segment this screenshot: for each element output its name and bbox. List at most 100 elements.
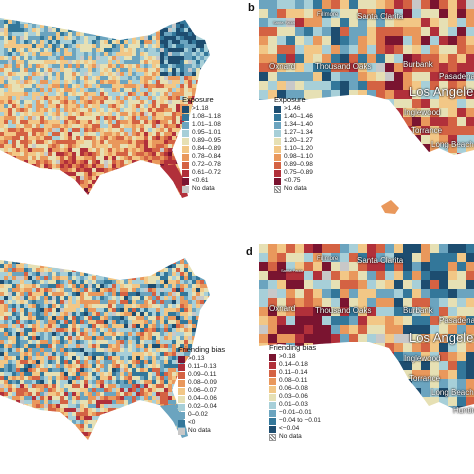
legend-swatch — [269, 417, 276, 425]
legend-label: 1.08–1.18 — [192, 113, 221, 120]
legend-item: <0.75 — [274, 177, 313, 185]
legend-item: 0.98–1.10 — [274, 153, 313, 161]
legend-item: >1.18 — [182, 105, 221, 113]
city-label-inglewood: Inglewood — [404, 354, 441, 363]
legend-label: <0.61 — [192, 177, 209, 184]
legend-item: >1.46 — [274, 105, 313, 113]
legend-label: No data — [188, 427, 211, 434]
legend-swatch — [274, 113, 281, 121]
legend-swatch — [274, 137, 281, 145]
legend-label: −0.01–0.01 — [279, 409, 312, 416]
legend-label: 0.01–0.03 — [279, 401, 308, 408]
legend-label: 0.95–1.01 — [192, 129, 221, 136]
legend-item: 0.06–0.08 — [269, 385, 321, 393]
city-label-long-beach: Long Beach — [431, 140, 474, 149]
legend-label: <−0.04 — [279, 425, 300, 432]
legend-label: 0.04–0.06 — [188, 395, 217, 402]
legend-item: <−0.04 — [269, 425, 321, 433]
legend-swatch — [182, 105, 189, 113]
legend-item: 0.89–0.98 — [274, 161, 313, 169]
legend-swatch — [182, 161, 189, 169]
city-label-huntington: Huntin — [453, 406, 474, 415]
legend-item: <0 — [178, 419, 225, 427]
city-label-thousand-oaks: Thousand Oaks — [315, 62, 372, 71]
legend-label: 1.01–1.08 — [192, 121, 221, 128]
legend-swatch — [182, 153, 189, 161]
us-exposure-map — [0, 0, 240, 215]
legend-item: −0.01–0.01 — [269, 409, 321, 417]
legend-swatch — [178, 403, 185, 411]
city-label-thousand-oaks: Thousand Oaks — [315, 306, 372, 315]
legend-label: 0.89–0.98 — [284, 161, 313, 168]
city-label-pasadena: Pasadena — [439, 316, 474, 325]
legend-swatch — [274, 153, 281, 161]
legend-swatch — [274, 161, 281, 169]
legend-swatch — [182, 113, 189, 121]
exposure-legend-us: Exposure >1.18 1.08–1.18 1.01–1.08 0.95–1.0… — [182, 96, 221, 193]
legend-title: Friending bias — [178, 345, 226, 354]
legend-item: 1.01–1.08 — [182, 121, 221, 129]
city-label-torrance: Torrance — [411, 126, 443, 135]
legend-item: 0.89–0.95 — [182, 137, 221, 145]
legend-swatch — [269, 369, 276, 377]
legend-swatch — [178, 363, 185, 371]
legend-title: Exposure — [182, 95, 214, 104]
legend-label: −0.04 to −0.01 — [279, 417, 321, 424]
city-label-burbank: Burbank — [403, 60, 433, 69]
legend-label: 1.20–1.27 — [284, 137, 313, 144]
legend-item: No data — [274, 185, 313, 193]
legend-label: 0.08–0.11 — [279, 377, 308, 384]
la-exposure-map: Santa Paula Fillmore Santa Clarita Oxnar… — [259, 0, 474, 215]
legend-item: 0.75–0.89 — [274, 169, 313, 177]
legend-label: No data — [192, 185, 215, 192]
city-label-oxnard: Oxnard — [269, 304, 296, 313]
la-friending-bias-map: Santa Paula Fillmore Santa Clarita Oxnar… — [259, 244, 474, 474]
legend-swatch — [269, 409, 276, 417]
city-label-oxnard: Oxnard — [269, 62, 296, 71]
legend-swatch — [269, 433, 276, 441]
legend-swatch — [269, 377, 276, 385]
legend-swatch — [269, 401, 276, 409]
legend-swatch — [274, 169, 281, 177]
legend-item: 1.20–1.27 — [274, 137, 313, 145]
legend-item: 0.02–0.04 — [178, 403, 225, 411]
legend-item: 0.95–1.01 — [182, 129, 221, 137]
panel-letter-b: b — [248, 2, 255, 14]
legend-item: 1.40–1.46 — [274, 113, 313, 121]
legend-label: >1.18 — [192, 105, 209, 112]
legend-item: >0.18 — [269, 353, 321, 361]
panel-letter-d: d — [246, 246, 253, 258]
legend-swatch — [274, 129, 281, 137]
legend-label: 0.08–0.09 — [188, 379, 217, 386]
legend-swatch — [269, 361, 276, 369]
legend-item: 0.11–0.13 — [178, 363, 225, 371]
city-label-santa-clarita: Santa Clarita — [357, 256, 404, 265]
legend-item: 0.06–0.07 — [178, 387, 225, 395]
legend-item: 0.84–0.89 — [182, 145, 221, 153]
legend-label: 1.27–1.34 — [284, 129, 313, 136]
legend-swatch — [182, 137, 189, 145]
legend-swatch — [178, 355, 185, 363]
legend-swatch — [178, 419, 185, 427]
legend-swatch — [269, 425, 276, 433]
legend-label: No data — [284, 185, 307, 192]
legend-item: 1.27–1.34 — [274, 129, 313, 137]
legend-swatch — [269, 385, 276, 393]
legend-label: 0.09–0.11 — [188, 371, 217, 378]
legend-label: 1.34–1.40 — [284, 121, 313, 128]
legend-item: >0.13 — [178, 355, 225, 363]
legend-item: 0.11–0.14 — [269, 369, 321, 377]
legend-label: 0.11–0.14 — [279, 369, 308, 376]
legend-item: 0.08–0.11 — [269, 377, 321, 385]
legend-swatch — [274, 145, 281, 153]
legend-swatch — [269, 353, 276, 361]
city-label-burbank: Burbank — [403, 306, 433, 315]
la-friending-tract-mosaic — [259, 244, 474, 409]
legend-item: −0.04 to −0.01 — [269, 417, 321, 425]
city-label-fillmore: Fillmore — [317, 12, 339, 18]
legend-item: 0.03–0.06 — [269, 393, 321, 401]
legend-swatch — [274, 121, 281, 129]
exposure-legend-la: Exposure >1.46 1.40–1.46 1.34–1.40 1.27–1.3… — [274, 96, 313, 193]
city-label-santa-clarita: Santa Clarita — [357, 12, 404, 21]
legend-item: 0.09–0.11 — [178, 371, 225, 379]
